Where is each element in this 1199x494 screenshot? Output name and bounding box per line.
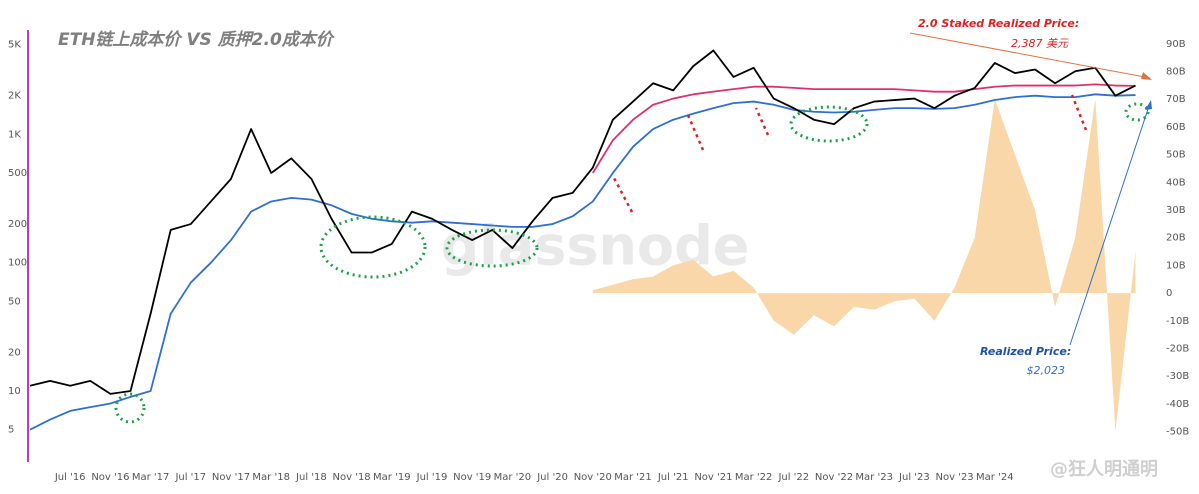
y2-tick-label: -30B: [1166, 371, 1189, 382]
y2-tick-label: 0: [1166, 288, 1172, 299]
x-tick-label: Mar '22: [735, 472, 773, 483]
realized-pointer: [1069, 102, 1151, 346]
y2-tick-label: 80B: [1166, 67, 1186, 78]
y2-tick-label: 60B: [1166, 122, 1186, 133]
chart-title: ETH链上成本价 VS 质押2.0成本价: [58, 30, 336, 50]
x-tick-label: Jul '20: [536, 472, 568, 483]
x-tick-label: Mar '21: [614, 472, 652, 483]
realized-label: Realized Price:: [980, 345, 1071, 358]
y2-tick-label: 10B: [1166, 260, 1186, 271]
x-tick-label: Mar '24: [976, 472, 1014, 483]
y2-tick-label: 90B: [1166, 39, 1186, 50]
y2-tick-label: -20B: [1166, 343, 1189, 354]
staked-value: 2,387 美元: [1011, 37, 1069, 50]
x-tick-label: Jul '21: [657, 472, 689, 483]
x-tick-label: Mar '23: [855, 472, 893, 483]
y-tick-label: 200: [8, 219, 27, 230]
realized-arrowhead: [1145, 100, 1152, 110]
x-tick-label: Nov '18: [333, 472, 371, 483]
credit-watermark: @狂人明通明: [1050, 459, 1158, 480]
y-tick-label: 100: [8, 258, 27, 269]
x-tick-label: Nov '16: [91, 472, 129, 483]
y-tick-label: 5K: [8, 40, 21, 51]
x-tick-label: Nov '19: [453, 472, 491, 483]
flow-area: [592, 99, 1136, 432]
x-tick-label: Nov '22: [815, 472, 853, 483]
y2-tick-label: 20B: [1166, 233, 1186, 244]
x-tick-label: Nov '17: [212, 472, 250, 483]
x-tick-label: Jul '17: [174, 472, 206, 483]
realized-value: $2,023: [1027, 364, 1066, 377]
highlight-ellipses: [114, 102, 1150, 424]
y2-tick-label: 50B: [1166, 150, 1186, 161]
price-line: [592, 83, 1136, 174]
x-tick-label: Nov '23: [936, 472, 974, 483]
x-tick-label: Jul '22: [777, 472, 809, 483]
arrows: [612, 94, 1088, 213]
y2-tick-label: 70B: [1166, 94, 1186, 105]
x-tick-label: Mar '19: [373, 472, 411, 483]
y-tick-label: 50: [8, 296, 21, 307]
staked-label: 2.0 Staked Realized Price:: [918, 17, 1079, 30]
x-tick-label: Jul '16: [54, 472, 86, 483]
y-tick-label: 1K: [8, 129, 21, 140]
staked-pointer: [909, 32, 1151, 79]
x-tick-label: Jul '23: [898, 472, 930, 483]
y2-tick-label: 40B: [1166, 177, 1186, 188]
x-tick-label: Jul '18: [295, 472, 327, 483]
x-tick-label: Mar '20: [494, 472, 532, 483]
x-tick-label: Jul '19: [416, 472, 448, 483]
y-tick-label: 20: [8, 347, 21, 358]
y-tick-label: 5: [8, 425, 14, 436]
x-tick-label: Mar '18: [252, 472, 290, 483]
y2-tick-label: -10B: [1166, 316, 1189, 327]
y2-tick-label: -50B: [1166, 427, 1189, 438]
price-line: [29, 49, 1136, 395]
x-tick-label: Nov '20: [574, 472, 612, 483]
y-tick-label: 500: [8, 168, 27, 179]
x-tick-label: Nov '21: [694, 472, 732, 483]
y2-tick-label: 30B: [1166, 205, 1186, 216]
plot: 5 10 20 50 100 200 500 1K 2K 5K -50B -40B -30B -20B -1…: [8, 39, 1189, 483]
x-tick-label: Mar '17: [132, 472, 170, 483]
y-tick-label: 10: [8, 386, 21, 397]
y-tick-label: 2K: [8, 91, 21, 102]
price-line: [29, 93, 1136, 431]
y2-tick-label: -40B: [1166, 399, 1189, 410]
staked-arrowhead: [1141, 72, 1152, 80]
